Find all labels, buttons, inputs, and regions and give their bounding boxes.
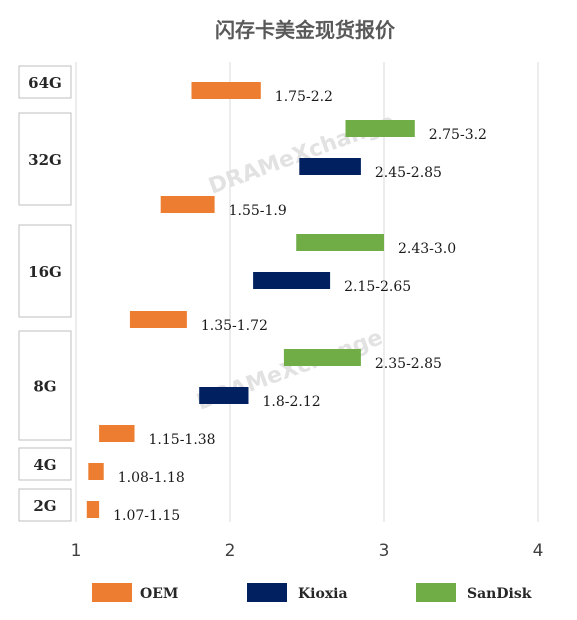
category-8g: 8G [18,330,72,441]
bar-16g-sandisk: 2.43-3.0 [296,234,456,257]
legend-item-kioxia: Kioxia [247,583,348,602]
x-tick-label: 2 [225,541,236,561]
data-label: 2.15-2.65 [344,279,411,295]
category-labels: 64G 32G 16G 8G 4G 2G [18,65,72,522]
legend-label: OEM [140,586,178,602]
category-box [18,112,72,206]
category-64g: 64G [18,65,72,99]
category-2g: 2G [18,488,72,522]
grid-lines [75,62,539,522]
category-16g: 16G [18,224,72,318]
bar-rect [88,463,104,480]
data-label: 1.15-1.38 [149,432,216,448]
data-label: 2.35-2.85 [375,356,442,372]
x-axis-ticks: 1 2 3 4 [71,541,544,561]
category-box [18,447,72,481]
legend: OEM Kioxia SanDisk [92,583,532,602]
category-label: 64G [28,74,62,92]
data-label: 1.07-1.15 [113,508,180,524]
x-tick-label: 1 [71,541,82,561]
bar-rect [253,272,331,289]
bar-rect [160,196,215,213]
data-label: 2.43-3.0 [398,241,456,257]
bar-rect [296,234,384,251]
category-box [18,65,72,99]
category-box [18,488,72,522]
legend-label: Kioxia [298,586,348,602]
category-4g: 4G [18,447,72,481]
category-label: 2G [33,497,56,515]
legend-swatch [416,583,456,602]
category-label: 8G [33,378,56,396]
bar-16g-kioxia: 2.15-2.65 [253,272,411,295]
category-box [18,330,72,441]
legend-swatch [247,583,287,602]
bar-16g-oem: 1.35-1.72 [129,311,268,334]
x-tick-label: 3 [379,541,390,561]
bar-rect [86,501,100,518]
chart-title: 闪存卡美金现货报价 [215,18,396,42]
data-label: 1.55-1.9 [229,203,287,219]
bar-8g-oem: 1.15-1.38 [99,425,216,448]
data-label: 1.35-1.72 [201,318,268,334]
category-label: 16G [28,263,62,281]
bar-32g-sandisk: 2.75-3.2 [345,120,487,143]
bar-8g-sandisk: 2.35-2.85 [283,349,442,372]
data-label: 1.75-2.2 [275,89,333,105]
bar-32g-oem: 1.55-1.9 [160,196,287,219]
bar-rect [345,120,415,137]
bar-2g-oem: 1.07-1.15 [86,501,180,524]
category-32g: 32G [18,112,72,206]
bar-rect [199,387,249,404]
bars: 1.75-2.2 2.75-3.2 2.45-2.85 1.55-1.9 2.43-3.… [86,82,487,524]
legend-label: SanDisk [467,586,532,602]
category-label: 32G [28,151,62,169]
category-box [18,224,72,318]
data-label: 2.45-2.85 [375,165,442,181]
data-label: 1.08-1.18 [118,470,185,486]
bar-rect [299,158,361,175]
x-tick-label: 4 [533,541,544,561]
data-label: 1.8-2.12 [262,394,320,410]
bar-rect [99,425,135,442]
bar-rect [129,311,187,328]
bar-rect [283,349,361,366]
category-label: 4G [33,456,56,474]
legend-swatch [92,583,132,602]
bar-32g-kioxia: 2.45-2.85 [299,158,442,181]
bar-rect [191,82,261,99]
data-label: 2.75-3.2 [429,127,487,143]
bar-4g-oem: 1.08-1.18 [88,463,185,486]
legend-item-sandisk: SanDisk [416,583,532,602]
bar-64g-oem: 1.75-2.2 [191,82,333,105]
bar-8g-kioxia: 1.8-2.12 [199,387,321,410]
legend-item-oem: OEM [92,583,178,602]
